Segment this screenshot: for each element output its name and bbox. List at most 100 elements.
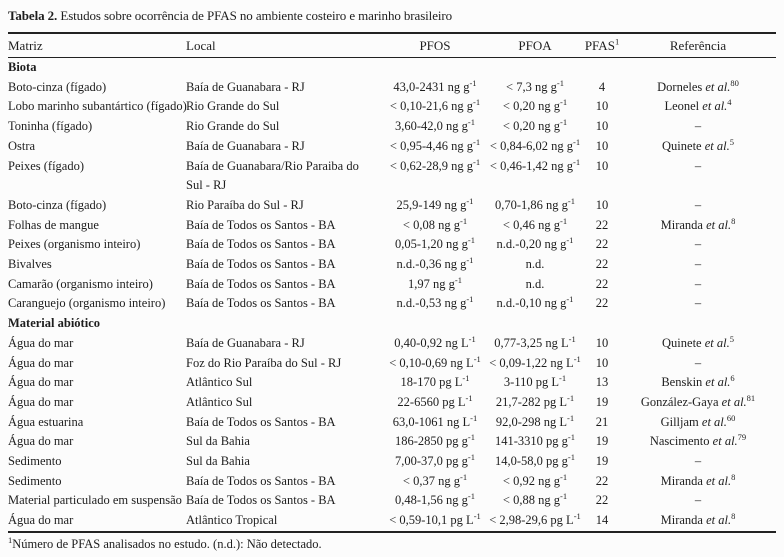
- matriz-cell: Água do mar: [8, 434, 74, 449]
- pfas-cell: 10: [595, 197, 609, 212]
- pfas-cell: 19: [595, 434, 609, 449]
- table-row: Camarão (organismo inteiro) Baía de Todos…: [8, 275, 776, 295]
- pfos-cell: < 0,37 ng g-1: [402, 471, 468, 488]
- pfas-cell: 22: [595, 237, 609, 252]
- local-cell: Foz do Rio Paraíba do Sul - RJ: [186, 355, 342, 370]
- pfas-cell: 10: [595, 335, 609, 350]
- pfas-cell: 21: [595, 414, 609, 429]
- pfas-cell: 22: [595, 493, 609, 508]
- pfoa-cell: 0,70-1,86 ng g-1: [494, 195, 575, 212]
- table-title-text: Estudos sobre ocorrência de PFAS no ambi…: [57, 8, 452, 23]
- local-cell: Baía de Guanabara - RJ: [186, 138, 305, 153]
- local-cell: Rio Paraíba do Sul - RJ: [186, 197, 304, 212]
- local-cell: Baía de Todos os Santos - BA: [186, 237, 336, 252]
- pfas-cell: 22: [595, 473, 609, 488]
- ref-cell: González-Gaya et al.81: [640, 392, 756, 409]
- pfoa-cell: < 0,46-1,42 ng g-1: [489, 156, 581, 173]
- pfas-cell: 10: [595, 158, 609, 173]
- table-header: Matriz Local PFOS PFOA PFAS1 Referência: [8, 33, 776, 58]
- matriz-cell: Água do mar: [8, 513, 74, 528]
- ref-cell: –: [694, 296, 702, 311]
- pfas-cell: 22: [595, 276, 609, 291]
- table-footnote: 1Número de PFAS analisados no estudo. (n…: [8, 534, 776, 552]
- ref-cell: Gilljam et al.60: [660, 412, 736, 429]
- pfoa-cell: < 0,20 ng g-1: [502, 97, 568, 114]
- ref-cell: –: [694, 237, 702, 252]
- pfos-cell: 7,00-37,0 pg g-1: [394, 451, 475, 469]
- local-cell: Baía de Guanabara - RJ: [186, 79, 305, 94]
- pfas-cell: 10: [595, 355, 609, 370]
- table-row: Material particulado em suspensão Baía de…: [8, 491, 776, 511]
- pfoa-cell: < 0,84-6,02 ng g-1: [489, 136, 581, 153]
- pfoa-cell: 92,0-298 ng L-1: [495, 412, 575, 429]
- matriz-cell: Boto-cinza (fígado): [8, 197, 107, 212]
- ref-cell: –: [694, 257, 702, 272]
- pfos-cell: 186-2850 pg g-1: [394, 432, 475, 449]
- local-cell: Baía de Todos os Santos - BA: [186, 296, 336, 311]
- local-cell: Baía de Guanabara/Rio Paraiba do Sul - R…: [186, 158, 359, 193]
- matriz-cell: Caranguejo (organismo inteiro): [8, 296, 166, 311]
- ref-cell: –: [694, 493, 702, 508]
- local-cell: Baía de Todos os Santos - BA: [186, 414, 336, 429]
- pfos-cell: 0,05-1,20 ng g-1: [394, 235, 475, 252]
- header-row: Matriz Local PFOS PFOA PFAS1 Referência: [8, 33, 776, 58]
- pfoa-cell: 21,7-282 pg L-1: [495, 392, 575, 409]
- pfoa-cell: < 0,46 ng g-1: [502, 215, 568, 232]
- local-cell: Sul da Bahia: [186, 454, 250, 469]
- section-label: Material abiótico: [8, 316, 100, 331]
- ref-cell: Leonel et al.4: [664, 97, 732, 114]
- pfoa-cell: n.d.: [525, 257, 545, 272]
- pfos-cell: n.d.-0,53 ng g-1: [396, 294, 474, 311]
- pfoa-cell: 3-110 pg L-1: [503, 373, 567, 390]
- table-row: Caranguejo (organismo inteiro) Baía de To…: [8, 294, 776, 314]
- table-title-number: Tabela 2.: [8, 8, 58, 23]
- pfas-cell: 22: [595, 257, 609, 272]
- ref-cell: –: [694, 197, 702, 212]
- pfas-cell: 10: [595, 99, 609, 114]
- pfos-cell: 0,40-0,92 ng L-1: [394, 333, 476, 350]
- pfos-cell: 1,97 ng g-1: [408, 274, 462, 291]
- pfoa-cell: n.d.-0,10 ng g-1: [496, 294, 574, 311]
- pfos-cell: 43,0-2431 ng g-1: [393, 77, 477, 94]
- table-row: Bivalves Baía de Todos os Santos - BA n.d.…: [8, 255, 776, 275]
- local-cell: Baía de Todos os Santos - BA: [186, 257, 336, 272]
- local-cell: Rio Grande do Sul: [186, 119, 280, 134]
- matriz-cell: Folhas de mangue: [8, 217, 99, 232]
- pfas-cell: 22: [595, 296, 609, 311]
- ref-cell: Quinete et al.5: [662, 136, 734, 153]
- matriz-cell: Água do mar: [8, 355, 74, 370]
- column-header-pfas-superscript: 1: [614, 36, 620, 47]
- local-cell: Baía de Todos os Santos - BA: [186, 473, 336, 488]
- pfos-cell: 63,0-1061 ng L-1: [392, 412, 478, 429]
- ref-cell: –: [694, 119, 702, 134]
- pfoa-cell: < 0,09-1,22 ng L-1: [489, 353, 581, 370]
- matriz-cell: Ostra: [8, 138, 36, 153]
- ref-cell: Nascimento et al.79: [649, 432, 747, 449]
- table-row: Folhas de mangue Baía de Todos os Santos …: [8, 216, 776, 236]
- table-row: Boto-cinza (fígado) Rio Paraíba do Sul - …: [8, 196, 776, 216]
- pfas-table: Matriz Local PFOS PFOA PFAS1 Referência …: [8, 32, 776, 533]
- matriz-cell: Camarão (organismo inteiro): [8, 276, 153, 291]
- pfos-cell: 18-170 pg L-1: [400, 373, 470, 390]
- matriz-cell: Sedimento: [8, 454, 62, 469]
- matriz-cell: Toninha (fígado): [8, 119, 93, 134]
- footnote-superscript: 1: [8, 534, 13, 545]
- pfos-cell: < 0,10-0,69 ng L-1: [389, 353, 481, 370]
- section-label: Biota: [8, 60, 37, 74]
- pfoa-cell: < 0,88 ng g-1: [502, 491, 568, 508]
- matriz-cell: Bivalves: [8, 257, 52, 272]
- pfas-cell: 10: [595, 119, 609, 134]
- table-row: Água do mar Baía de Guanabara - RJ 0,40-0,…: [8, 334, 776, 354]
- pfos-cell: 0,48-1,56 ng g-1: [394, 491, 475, 508]
- ref-cell: Miranda et al.8: [660, 511, 736, 528]
- column-header-pfoa: PFOA: [486, 33, 584, 58]
- column-header-matriz: Matriz: [8, 33, 186, 58]
- local-cell: Baía de Guanabara - RJ: [186, 335, 305, 350]
- table-row: Ostra Baía de Guanabara - RJ < 0,95-4,46 n…: [8, 137, 776, 157]
- pfas-cell: 4: [598, 79, 606, 94]
- pfos-cell: 25,9-149 ng g-1: [396, 195, 474, 212]
- table-row: Água estuarina Baía de Todos os Santos - …: [8, 413, 776, 433]
- pfoa-cell: 14,0-58,0 pg g-1: [494, 451, 575, 469]
- column-header-pfas: PFAS1: [584, 33, 620, 58]
